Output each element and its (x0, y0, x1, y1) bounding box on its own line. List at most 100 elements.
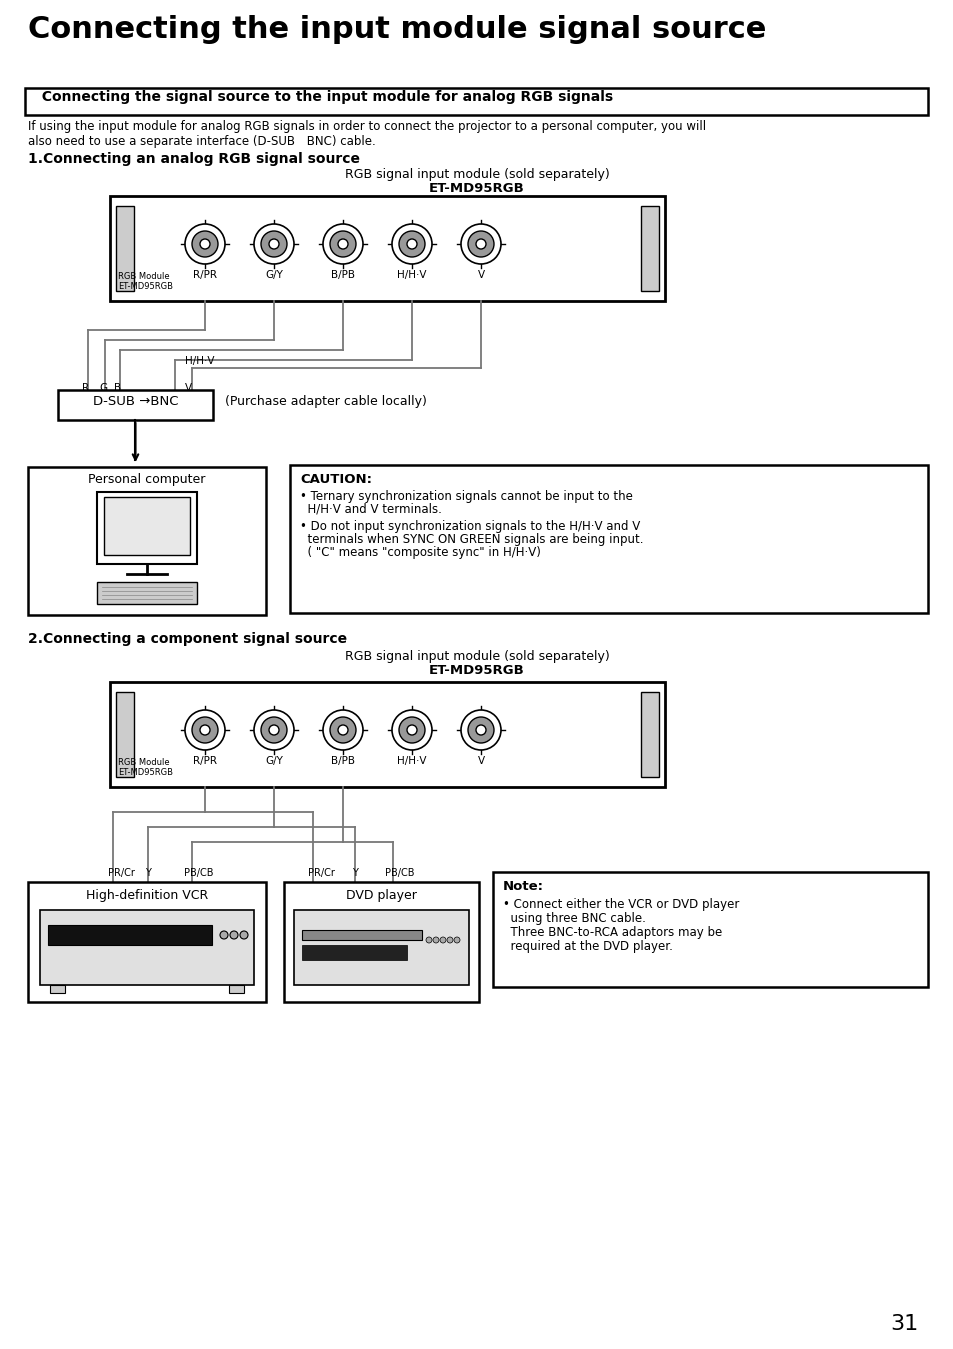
Circle shape (460, 710, 500, 750)
Bar (229, 985, 244, 993)
Bar (116, 206, 133, 291)
Circle shape (192, 718, 218, 743)
Bar (640, 692, 659, 777)
Text: 2.Connecting a component signal source: 2.Connecting a component signal source (28, 631, 347, 646)
Text: H/H·V: H/H·V (396, 270, 426, 281)
Text: 1.Connecting an analog RGB signal source: 1.Connecting an analog RGB signal source (28, 152, 359, 166)
Circle shape (337, 239, 348, 250)
Text: RGB signal input module (sold separately): RGB signal input module (sold separately… (344, 169, 609, 181)
Text: V: V (476, 270, 484, 281)
Circle shape (185, 224, 225, 264)
Text: G/Y: G/Y (265, 755, 283, 766)
Bar (28, 882, 266, 1002)
Circle shape (460, 224, 500, 264)
Circle shape (447, 938, 453, 943)
Text: PR/Cr: PR/Cr (308, 867, 335, 878)
Text: Note:: Note: (502, 880, 543, 893)
Bar (302, 929, 421, 940)
Circle shape (253, 710, 294, 750)
Circle shape (185, 710, 225, 750)
Circle shape (468, 231, 494, 258)
Bar (493, 871, 927, 987)
Text: V: V (185, 383, 192, 393)
Text: Connecting the input module signal source: Connecting the input module signal sourc… (28, 15, 765, 45)
Text: Y: Y (352, 867, 357, 878)
Text: Three BNC-to-RCA adaptors may be: Three BNC-to-RCA adaptors may be (502, 925, 721, 939)
Text: R/PR: R/PR (193, 755, 216, 766)
Text: DVD player: DVD player (346, 889, 416, 902)
Bar (110, 196, 664, 301)
Text: 31: 31 (889, 1314, 917, 1334)
Circle shape (476, 239, 485, 250)
Text: RGB signal input module (sold separately): RGB signal input module (sold separately… (344, 650, 609, 662)
Circle shape (398, 718, 424, 743)
Text: B/PB: B/PB (331, 755, 355, 766)
Text: Connecting the signal source to the input module for analog RGB signals: Connecting the signal source to the inpu… (32, 90, 613, 104)
Text: using three BNC cable.: using three BNC cable. (502, 912, 645, 925)
Circle shape (476, 724, 485, 735)
Circle shape (330, 231, 355, 258)
Bar (284, 882, 478, 1002)
Circle shape (269, 239, 278, 250)
Circle shape (200, 239, 210, 250)
Text: required at the DVD player.: required at the DVD player. (502, 940, 672, 952)
Text: G: G (99, 383, 107, 393)
Circle shape (192, 231, 218, 258)
Text: V: V (476, 755, 484, 766)
Text: B: B (113, 383, 121, 393)
Text: ET-MD95RGB: ET-MD95RGB (429, 182, 524, 196)
Text: H/H·V and V terminals.: H/H·V and V terminals. (299, 503, 441, 517)
Circle shape (220, 931, 228, 939)
Text: ( "C" means "composite sync" in H/H·V): ( "C" means "composite sync" in H/H·V) (299, 546, 540, 558)
Circle shape (230, 931, 237, 939)
Bar (58, 390, 213, 420)
Circle shape (323, 224, 363, 264)
Bar (290, 465, 927, 612)
Text: ET-MD95RGB: ET-MD95RGB (429, 664, 524, 677)
Text: (Purchase adapter cable locally): (Purchase adapter cable locally) (225, 395, 426, 407)
Circle shape (468, 718, 494, 743)
Bar (294, 911, 469, 985)
Circle shape (200, 724, 210, 735)
Circle shape (337, 724, 348, 735)
Circle shape (253, 224, 294, 264)
Bar (110, 683, 664, 786)
Text: terminals when SYNC ON GREEN signals are being input.: terminals when SYNC ON GREEN signals are… (299, 533, 643, 546)
Text: RGB Module
ET-MD95RGB: RGB Module ET-MD95RGB (118, 758, 172, 777)
Text: High-definition VCR: High-definition VCR (86, 889, 208, 902)
Bar (97, 492, 196, 564)
Text: • Do not input synchronization signals to the H/H·V and V: • Do not input synchronization signals t… (299, 519, 639, 533)
Text: R/PR: R/PR (193, 270, 216, 281)
Text: RGB Module
ET-MD95RGB: RGB Module ET-MD95RGB (118, 271, 172, 291)
Bar (25, 88, 927, 115)
Circle shape (426, 938, 432, 943)
Text: H/H·V: H/H·V (185, 356, 214, 366)
Circle shape (261, 718, 287, 743)
Text: H/H·V: H/H·V (396, 755, 426, 766)
Text: • Connect either the VCR or DVD player: • Connect either the VCR or DVD player (502, 898, 739, 911)
Circle shape (261, 231, 287, 258)
Circle shape (330, 718, 355, 743)
Bar (48, 925, 212, 946)
Text: D-SUB →BNC: D-SUB →BNC (92, 395, 178, 407)
Circle shape (433, 938, 438, 943)
Bar (28, 467, 266, 615)
Circle shape (407, 239, 416, 250)
Text: PB/CB: PB/CB (385, 867, 414, 878)
Bar (116, 692, 133, 777)
Text: If using the input module for analog RGB signals in order to connect the project: If using the input module for analog RGB… (28, 120, 705, 148)
Bar (104, 496, 190, 554)
Circle shape (392, 224, 432, 264)
Circle shape (439, 938, 446, 943)
Circle shape (269, 724, 278, 735)
Text: • Ternary synchronization signals cannot be input to the: • Ternary synchronization signals cannot… (299, 490, 632, 503)
Bar (40, 911, 253, 985)
Text: Personal computer: Personal computer (89, 473, 206, 486)
Text: PR/Cr: PR/Cr (108, 867, 134, 878)
Circle shape (240, 931, 248, 939)
Text: B/PB: B/PB (331, 270, 355, 281)
Text: CAUTION:: CAUTION: (299, 473, 372, 486)
Bar (97, 581, 196, 604)
Bar (302, 946, 407, 960)
Circle shape (323, 710, 363, 750)
